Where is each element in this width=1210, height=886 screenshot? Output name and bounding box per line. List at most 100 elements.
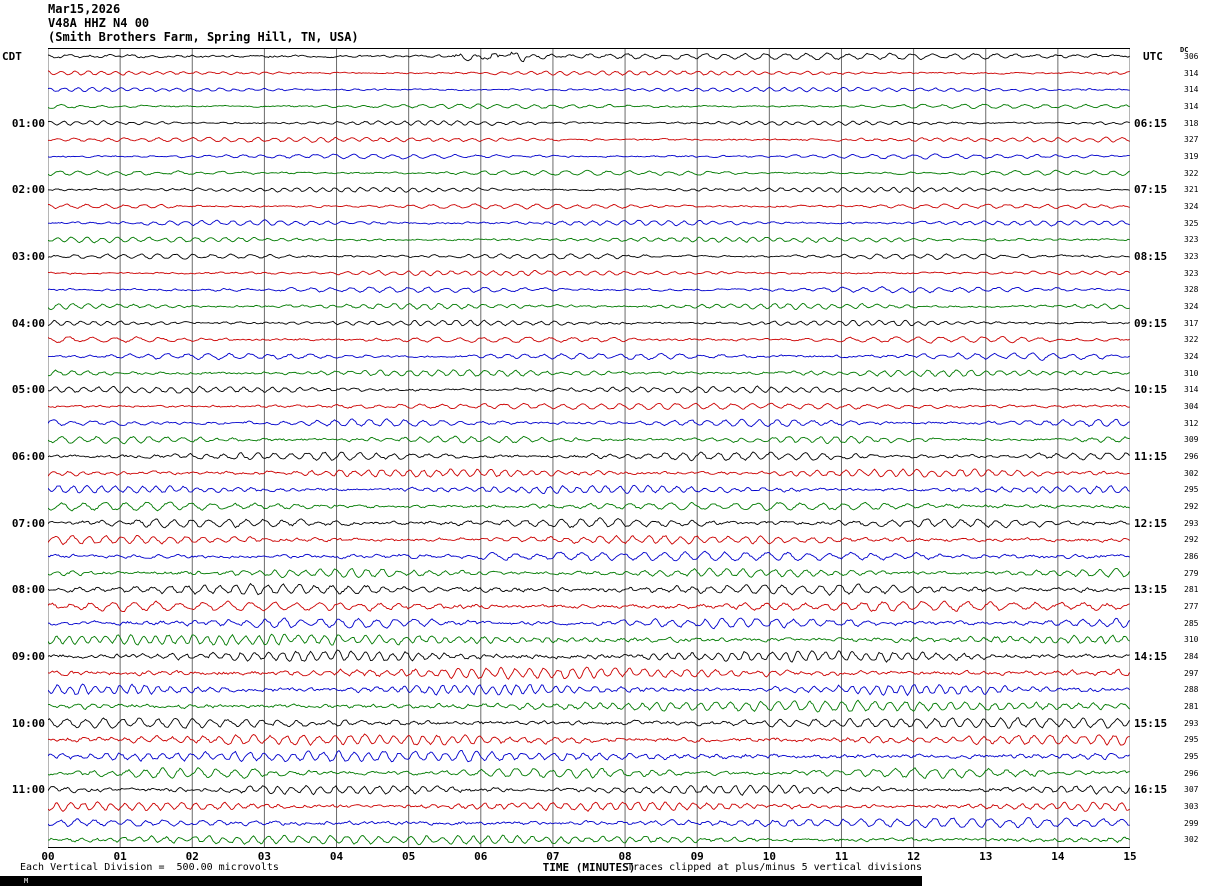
trace-row-10 xyxy=(48,219,1130,227)
dc-value-row-35: 310 xyxy=(1184,635,1199,645)
trace-row-41 xyxy=(48,733,1130,747)
trace-row-24 xyxy=(48,451,1130,462)
trace-row-47 xyxy=(48,834,1130,846)
dc-value-row-37: 297 xyxy=(1184,668,1199,678)
dc-column-label: DC xyxy=(1180,46,1189,54)
trace-row-29 xyxy=(48,534,1130,546)
trace-row-3 xyxy=(48,103,1130,110)
trace-row-19 xyxy=(48,369,1130,378)
trace-row-0 xyxy=(48,51,1130,63)
left-hour-label-08-00: 08:00 xyxy=(11,583,45,597)
dc-value-row-33: 277 xyxy=(1184,601,1199,611)
trace-row-38 xyxy=(48,683,1130,697)
dc-value-row-17: 322 xyxy=(1184,335,1199,345)
left-hour-label-11-00: 11:00 xyxy=(11,783,45,797)
trace-row-11 xyxy=(48,236,1130,244)
left-hour-label-07-00: 07:00 xyxy=(11,516,45,530)
trace-row-40 xyxy=(48,717,1130,729)
dc-value-row-8: 321 xyxy=(1184,185,1199,195)
dc-value-row-34: 285 xyxy=(1184,618,1199,628)
trace-row-25 xyxy=(48,468,1130,478)
left-hour-label-03-00: 03:00 xyxy=(11,249,45,263)
trace-row-26 xyxy=(48,484,1130,495)
right-hour-label-06-15: 06:15 xyxy=(1134,116,1168,130)
trace-row-46 xyxy=(48,817,1130,829)
trace-row-8 xyxy=(48,186,1130,193)
dc-value-row-16: 317 xyxy=(1184,318,1199,328)
scale-note: Each Vertical Division = 500.00 microvol… xyxy=(20,862,279,873)
dc-value-row-32: 281 xyxy=(1184,585,1199,595)
right-hour-label-10-15: 10:15 xyxy=(1134,383,1168,397)
trace-row-21 xyxy=(48,402,1130,410)
dc-value-row-11: 323 xyxy=(1184,235,1199,245)
trace-row-42 xyxy=(48,749,1130,763)
dc-value-row-15: 324 xyxy=(1184,301,1199,311)
dc-value-row-29: 292 xyxy=(1184,535,1199,545)
dc-value-row-41: 295 xyxy=(1184,735,1199,745)
dc-value-row-4: 318 xyxy=(1184,118,1199,128)
title-date: Mar15,2026 xyxy=(48,2,121,16)
trace-row-28 xyxy=(48,517,1130,529)
left-hour-label-05-00: 05:00 xyxy=(11,383,45,397)
trace-row-18 xyxy=(48,352,1130,361)
trace-row-45 xyxy=(48,801,1130,812)
trace-row-32 xyxy=(48,582,1130,596)
dc-value-row-12: 323 xyxy=(1184,251,1199,261)
bottom-bar-mark: M xyxy=(24,877,29,885)
dc-value-row-23: 309 xyxy=(1184,435,1199,445)
trace-row-20 xyxy=(48,385,1130,394)
right-hour-label-08-15: 08:15 xyxy=(1134,249,1168,263)
right-hour-label-15-15: 15:15 xyxy=(1134,716,1168,730)
title-block: Mar15,2026 V48A HHZ N4 00 (Smith Brother… xyxy=(48,2,359,44)
dc-value-row-47: 302 xyxy=(1184,835,1199,845)
trace-row-33 xyxy=(48,600,1130,613)
dc-value-row-6: 319 xyxy=(1184,151,1199,161)
dc-value-row-10: 325 xyxy=(1184,218,1199,228)
title-station: V48A HHZ N4 00 xyxy=(48,16,150,30)
trace-row-39 xyxy=(48,699,1130,713)
dc-value-row-27: 292 xyxy=(1184,501,1199,511)
left-hour-label-06-00: 06:00 xyxy=(11,449,45,463)
dc-value-row-44: 307 xyxy=(1184,785,1199,795)
trace-row-30 xyxy=(48,550,1130,562)
dc-value-row-36: 284 xyxy=(1184,651,1199,661)
dc-value-row-5: 327 xyxy=(1184,135,1199,145)
trace-row-1 xyxy=(48,70,1130,76)
dc-value-row-45: 303 xyxy=(1184,801,1199,811)
right-hour-label-09-15: 09:15 xyxy=(1134,316,1168,330)
dc-value-row-20: 314 xyxy=(1184,385,1199,395)
dc-value-row-43: 296 xyxy=(1184,768,1199,778)
trace-row-14 xyxy=(48,286,1130,294)
x-axis-title: TIME (MINUTES) xyxy=(542,861,636,874)
trace-row-2 xyxy=(48,86,1130,93)
trace-row-31 xyxy=(48,567,1130,579)
left-hour-label-04-00: 04:00 xyxy=(11,316,45,330)
trace-row-12 xyxy=(48,253,1130,261)
clip-note: Traces clipped at plus/minus 5 vertical … xyxy=(626,862,922,873)
dc-value-row-2: 314 xyxy=(1184,85,1199,95)
trace-row-4 xyxy=(48,120,1130,126)
trace-row-9 xyxy=(48,203,1130,210)
dc-value-row-13: 323 xyxy=(1184,268,1199,278)
dc-value-row-7: 322 xyxy=(1184,168,1199,178)
trace-row-37 xyxy=(48,666,1130,680)
dc-value-row-19: 310 xyxy=(1184,368,1199,378)
dc-value-row-40: 293 xyxy=(1184,718,1199,728)
dc-value-row-18: 324 xyxy=(1184,351,1199,361)
left-hour-label-10-00: 10:00 xyxy=(11,716,45,730)
trace-row-35 xyxy=(48,633,1130,646)
right-hour-label-13-15: 13:15 xyxy=(1134,583,1168,597)
dc-value-row-38: 288 xyxy=(1184,685,1199,695)
trace-row-36 xyxy=(48,649,1130,663)
right-hour-label-07-15: 07:15 xyxy=(1134,183,1168,197)
trace-row-5 xyxy=(48,136,1130,143)
trace-row-16 xyxy=(48,319,1130,327)
dc-value-row-9: 324 xyxy=(1184,201,1199,211)
seismogram-plot xyxy=(48,48,1130,848)
dc-value-row-31: 279 xyxy=(1184,568,1199,578)
dc-value-row-25: 302 xyxy=(1184,468,1199,478)
trace-row-7 xyxy=(48,169,1130,177)
dc-value-row-3: 314 xyxy=(1184,101,1199,111)
dc-value-row-1: 314 xyxy=(1184,68,1199,78)
